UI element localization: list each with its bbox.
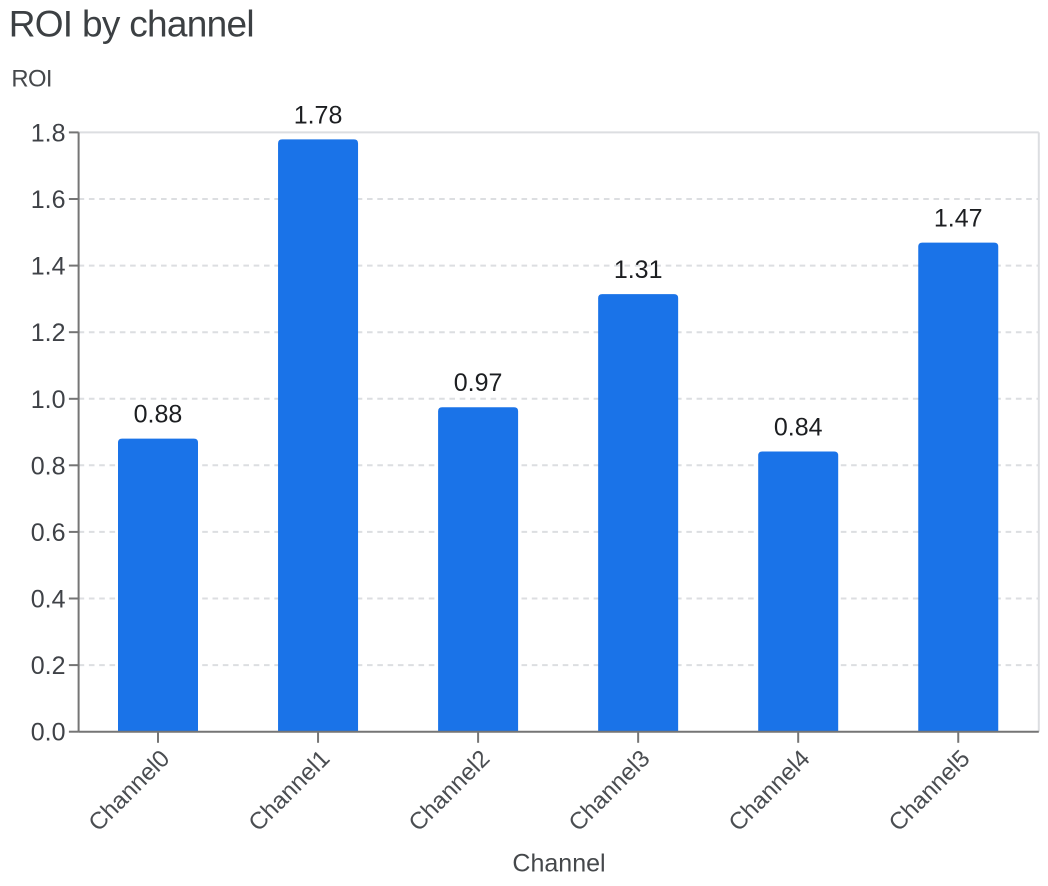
svg-text:ROI by channel: ROI by channel: [9, 4, 254, 45]
svg-text:1.6: 1.6: [31, 186, 66, 214]
svg-text:0.0: 0.0: [31, 719, 66, 747]
svg-text:0.84: 0.84: [774, 413, 823, 441]
svg-text:1.47: 1.47: [934, 205, 983, 233]
svg-text:ROI: ROI: [11, 65, 52, 92]
svg-text:0.4: 0.4: [31, 586, 66, 614]
svg-text:0.2: 0.2: [31, 652, 66, 680]
svg-text:1.8: 1.8: [31, 119, 66, 147]
svg-text:0.8: 0.8: [31, 452, 66, 480]
svg-text:1.4: 1.4: [31, 253, 66, 281]
svg-text:1.31: 1.31: [614, 256, 663, 284]
svg-text:Channel: Channel: [512, 850, 605, 878]
svg-text:1.2: 1.2: [31, 319, 66, 347]
svg-text:0.88: 0.88: [134, 401, 183, 429]
svg-text:0.6: 0.6: [31, 519, 66, 547]
svg-text:1.78: 1.78: [294, 101, 343, 129]
svg-text:0.97: 0.97: [454, 369, 503, 397]
svg-text:1.0: 1.0: [31, 386, 66, 414]
